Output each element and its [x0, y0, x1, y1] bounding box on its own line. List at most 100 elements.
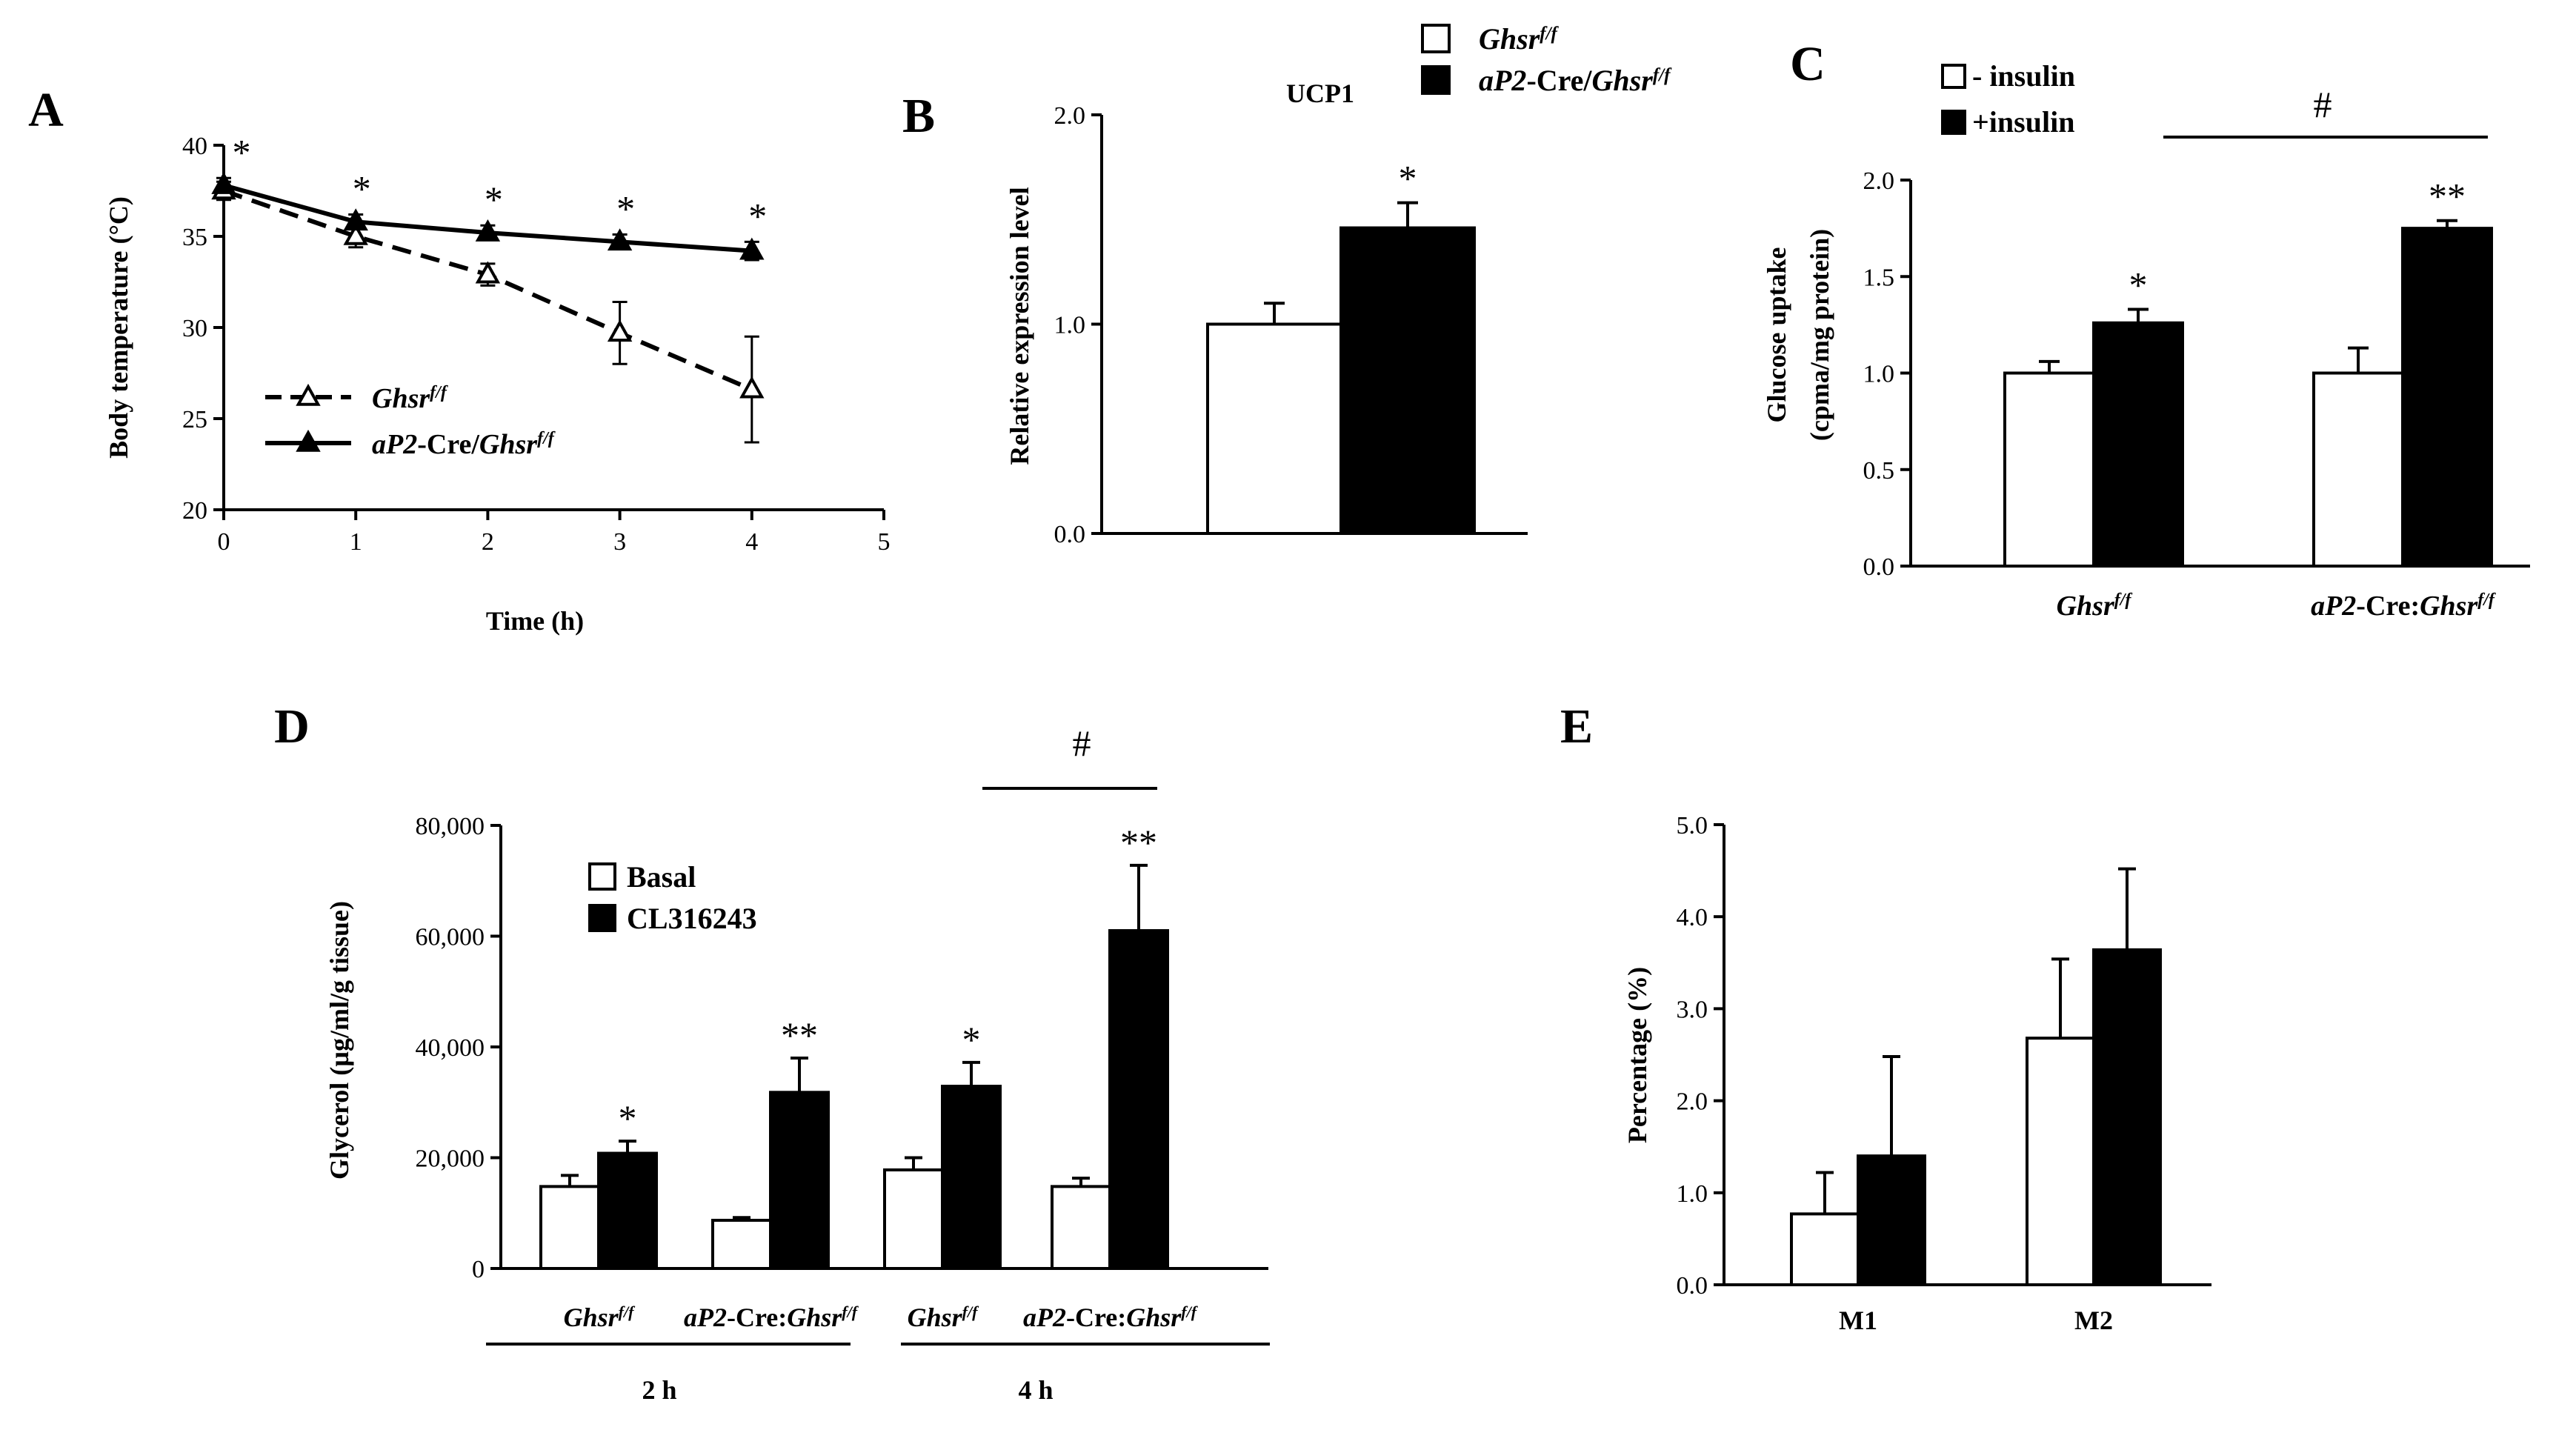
significance-hash: # [1073, 722, 1091, 764]
legend-swatch [1421, 65, 1451, 95]
significance-star: * [748, 195, 767, 236]
label-name: Ghsr [372, 383, 430, 414]
data-point [475, 261, 501, 284]
label-sup: f/f [842, 1303, 859, 1321]
category-label: M2 [2074, 1306, 2113, 1335]
y-axis-label: Glycerol (µg/ml/g tissue) [325, 901, 354, 1180]
significance-star: ** [1120, 822, 1157, 863]
y-tick-label: 0.0 [1677, 1272, 1708, 1300]
data-point [211, 172, 236, 194]
label-name2: Ghsr [1126, 1303, 1182, 1332]
significance-star: * [233, 131, 251, 173]
y-tick-label: 20 [182, 497, 207, 525]
y-tick-label: 1.5 [1863, 264, 1895, 291]
label-sup: f/f [537, 429, 556, 448]
y-tick-label: 30 [182, 315, 207, 342]
y-tick-label: 80,000 [416, 813, 485, 840]
bar [1206, 322, 1342, 535]
panel-label-c: C [1790, 37, 1826, 91]
label-name: Ghsr [1479, 22, 1540, 56]
y-axis-label-2: (cpma/mg protein) [1805, 229, 1834, 441]
label-sup: f/f [1653, 65, 1672, 85]
legend-label: +insulin [1972, 105, 2074, 139]
x-axis-label: Time (h) [486, 606, 584, 636]
significance-star: ** [781, 1014, 818, 1056]
label-name: Ghsr [908, 1303, 963, 1332]
label-name: aP2 [1023, 1303, 1066, 1332]
label-mid: -Cre: [2356, 591, 2420, 622]
bar [597, 1151, 658, 1271]
y-tick-label: 20,000 [416, 1145, 485, 1173]
significance-star: * [619, 1097, 637, 1139]
label-sup: f/f [1540, 24, 1559, 44]
data-point [739, 376, 765, 399]
bar [941, 1085, 1002, 1271]
y-tick-label: 1.0 [1054, 312, 1086, 339]
y-tick-label: 2.0 [1863, 167, 1895, 195]
x-tick-label: 0 [218, 528, 230, 556]
y-tick-label: 60,000 [416, 924, 485, 951]
bar [2026, 1037, 2095, 1287]
bar [2092, 948, 2162, 1286]
legend-swatch [588, 862, 616, 891]
y-axis-label: Relative expression level [1005, 187, 1034, 465]
y-tick-label: 0.5 [1863, 457, 1895, 485]
data-point [475, 219, 501, 242]
legend-label: aP2-Cre/Ghsrf/f [372, 429, 556, 460]
y-axis-label: Percentage (%) [1623, 967, 1652, 1143]
label-mid: -Cre/ [1526, 64, 1592, 97]
label-name: aP2 [2311, 591, 2356, 622]
legend-label: - insulin [1972, 59, 2075, 93]
label-mid: -Cre: [1066, 1303, 1126, 1332]
label-mid: -Cre: [727, 1303, 787, 1332]
bar [1108, 929, 1169, 1271]
y-tick-label: 2.0 [1677, 1088, 1708, 1116]
y-tick-label: 25 [182, 406, 207, 433]
category-label: Ghsrf/f [2057, 591, 2133, 622]
data-point [607, 319, 633, 342]
label-sup: f/f [1181, 1303, 1198, 1321]
y-tick-label: 3.0 [1677, 996, 1708, 1023]
legend-swatch [1421, 24, 1451, 53]
legend-swatch [588, 904, 616, 932]
y-tick-label: 0.0 [1863, 553, 1895, 581]
data-point [607, 228, 633, 251]
y-tick-label: 0.0 [1054, 521, 1086, 548]
y-tick-label: 0 [472, 1256, 485, 1283]
panel-label-b: B [902, 89, 935, 143]
category-label: M1 [1839, 1306, 1877, 1335]
bar [2401, 227, 2493, 568]
label-sup: f/f [430, 383, 448, 402]
y-tick-label: 35 [182, 224, 207, 251]
legend-swatch [1941, 110, 1966, 135]
label-name: Ghsr [2057, 591, 2115, 622]
label-sup: f/f [2114, 591, 2133, 610]
group-label: 4 h [1018, 1375, 1053, 1405]
significance-star: * [485, 179, 503, 220]
legend-label: aP2-Cre/Ghsrf/f [1479, 64, 1672, 97]
label-name2: Ghsr [479, 429, 538, 460]
category-label: aP2-Cre:Ghsrf/f [684, 1303, 859, 1333]
category-label: aP2-Cre:Ghsrf/f [2311, 591, 2496, 622]
significance-star: * [353, 167, 371, 209]
legend-label: Ghsrf/f [372, 383, 448, 414]
label-name2: Ghsr [2420, 591, 2478, 622]
category-label: Ghsrf/f [908, 1303, 979, 1333]
bar [2312, 371, 2404, 568]
legend-label: CL316243 [627, 902, 757, 935]
significance-star: * [1399, 158, 1417, 199]
label-mid: -Cre/ [417, 429, 479, 460]
x-tick-label: 5 [878, 528, 891, 556]
x-tick-label: 1 [350, 528, 362, 556]
significance-star: ** [2429, 176, 2466, 217]
label-sup: f/f [2477, 591, 2496, 610]
y-tick-label: 1.0 [1677, 1180, 1708, 1208]
bar [1339, 226, 1476, 535]
bar [539, 1185, 600, 1270]
label-name: Ghsr [564, 1303, 619, 1332]
y-tick-label: 5.0 [1677, 812, 1708, 839]
label-name: aP2 [684, 1303, 727, 1332]
label-name2: Ghsr [1592, 64, 1654, 97]
y-tick-label: 1.0 [1863, 361, 1895, 388]
